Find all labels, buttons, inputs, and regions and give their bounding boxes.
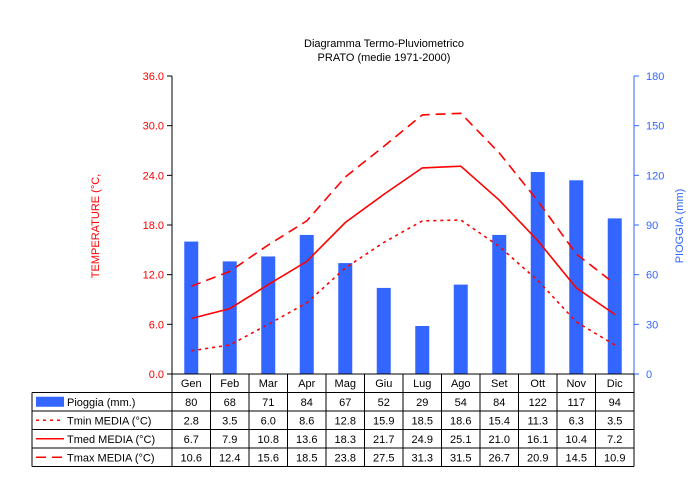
category-label: Set <box>491 378 508 390</box>
category-label: Giu <box>375 378 392 390</box>
legend-label: Tmed MEDIA (°C) <box>67 434 155 446</box>
table-cell-value: 13.6 <box>296 434 317 446</box>
left-axis-tick-label: 0.0 <box>149 369 164 381</box>
category-label: Ago <box>451 378 471 390</box>
table-cell-value: 16.1 <box>527 434 548 446</box>
rain-bar <box>299 234 314 374</box>
table-cell-value: 68 <box>224 397 236 409</box>
legend-label: Tmax MEDIA (°C) <box>67 452 155 464</box>
left-axis-tick-label: 18.0 <box>143 220 164 232</box>
chart-subtitle: PRATO (medie 1971-2000) <box>318 52 451 64</box>
table-cell-value: 24.9 <box>412 434 433 446</box>
rain-bar <box>530 172 545 374</box>
table-cell-value: 6.0 <box>261 415 276 427</box>
table-cell-value: 52 <box>378 397 390 409</box>
table-cell-value: 7.2 <box>607 434 622 446</box>
right-axis-tick-label: 150 <box>646 121 664 133</box>
temp-line-solid <box>191 165 616 320</box>
table-cell-value: 8.6 <box>299 415 314 427</box>
right-axis-tick-label: 180 <box>646 71 664 83</box>
table-cell-value: 25.1 <box>450 434 471 446</box>
right-axis-label: PIOGGIA (mm) <box>674 189 686 264</box>
table-cell-value: 27.5 <box>373 452 394 464</box>
table-cell-value: 3.5 <box>222 415 237 427</box>
left-axis-label: TEMPERATURE (°C, <box>90 174 102 278</box>
table-cell-value: 10.6 <box>181 452 202 464</box>
category-label: Apr <box>298 378 315 390</box>
legend-key-rain <box>36 396 64 407</box>
table-cell-value: 6.7 <box>184 434 199 446</box>
category-label: Ott <box>530 378 545 390</box>
table-cell-value: 80 <box>185 397 197 409</box>
table-cell-value: 7.9 <box>222 434 237 446</box>
table-cell-value: 84 <box>493 397 505 409</box>
table-cell-value: 3.5 <box>607 415 622 427</box>
category-label: Nov <box>566 378 586 390</box>
table-cell-value: 12.4 <box>219 452 240 464</box>
rain-bar <box>184 241 199 374</box>
table-cell-value: 23.8 <box>335 452 356 464</box>
rain-bar <box>338 263 353 374</box>
left-axis-tick-label: 6.0 <box>149 319 164 331</box>
right-axis-tick-label: 0 <box>646 369 652 381</box>
rain-bar <box>492 234 507 374</box>
table-cell-value: 2.8 <box>184 415 199 427</box>
rain-bar <box>261 256 276 374</box>
left-axis-tick-label: 36.0 <box>143 71 164 83</box>
table-cell-value: 10.8 <box>258 434 279 446</box>
table-cell-value: 122 <box>529 397 547 409</box>
rain-bar <box>415 325 430 374</box>
right-axis-tick-label: 30 <box>646 319 658 331</box>
table-cell-value: 67 <box>339 397 351 409</box>
temp-line-dotted <box>191 219 616 352</box>
table-cell-value: 18.6 <box>450 415 471 427</box>
category-label: Mar <box>259 378 278 390</box>
category-label: Dic <box>607 378 623 390</box>
rain-bar <box>569 180 584 374</box>
legend-label: Tmin MEDIA (°C) <box>67 415 151 427</box>
category-label: Feb <box>220 378 239 390</box>
chart-title: Diagramma Termo-Pluviometrico <box>304 38 464 50</box>
temp-line-dashed <box>191 112 616 288</box>
rain-bar <box>607 218 622 374</box>
table-cell-value: 18.5 <box>412 415 433 427</box>
table-cell-value: 31.5 <box>450 452 471 464</box>
table-cell-value: 10.4 <box>566 434 587 446</box>
table-cell-value: 11.3 <box>527 415 548 427</box>
left-axis-tick-label: 24.0 <box>143 170 164 182</box>
table-cell-value: 21.7 <box>373 434 394 446</box>
table-cell-value: 15.6 <box>258 452 279 464</box>
table-cell-value: 54 <box>455 397 467 409</box>
rain-bar <box>222 261 237 374</box>
category-label: Mag <box>335 378 356 390</box>
table-cell-value: 21.0 <box>489 434 510 446</box>
category-label: Lug <box>413 378 431 390</box>
left-axis-tick-label: 12.0 <box>143 270 164 282</box>
category-label: Gen <box>181 378 202 390</box>
table-cell-value: 20.9 <box>527 452 548 464</box>
table-cell-value: 71 <box>262 397 274 409</box>
table-cell-value: 12.8 <box>335 415 356 427</box>
table-cell-value: 18.3 <box>335 434 356 446</box>
table-cell-value: 6.3 <box>569 415 584 427</box>
legend-label: Pioggia (mm.) <box>67 397 135 409</box>
rain-bar <box>453 284 468 374</box>
table-cell-value: 15.9 <box>373 415 394 427</box>
table-cell-value: 84 <box>301 397 313 409</box>
right-axis-tick-label: 120 <box>646 170 664 182</box>
rain-bar <box>376 287 391 374</box>
left-axis-tick-label: 30.0 <box>143 121 164 133</box>
table-cell-value: 29 <box>416 397 428 409</box>
table-cell-value: 14.5 <box>566 452 587 464</box>
table-cell-value: 26.7 <box>489 452 510 464</box>
right-axis-tick-label: 60 <box>646 270 658 282</box>
table-cell-value: 31.3 <box>412 452 433 464</box>
table-cell-value: 15.4 <box>489 415 510 427</box>
table-cell-value: 117 <box>567 397 585 409</box>
table-cell-value: 10.9 <box>604 452 625 464</box>
table-cell-value: 18.5 <box>296 452 317 464</box>
right-axis-tick-label: 90 <box>646 220 658 232</box>
table-cell-value: 94 <box>609 397 621 409</box>
